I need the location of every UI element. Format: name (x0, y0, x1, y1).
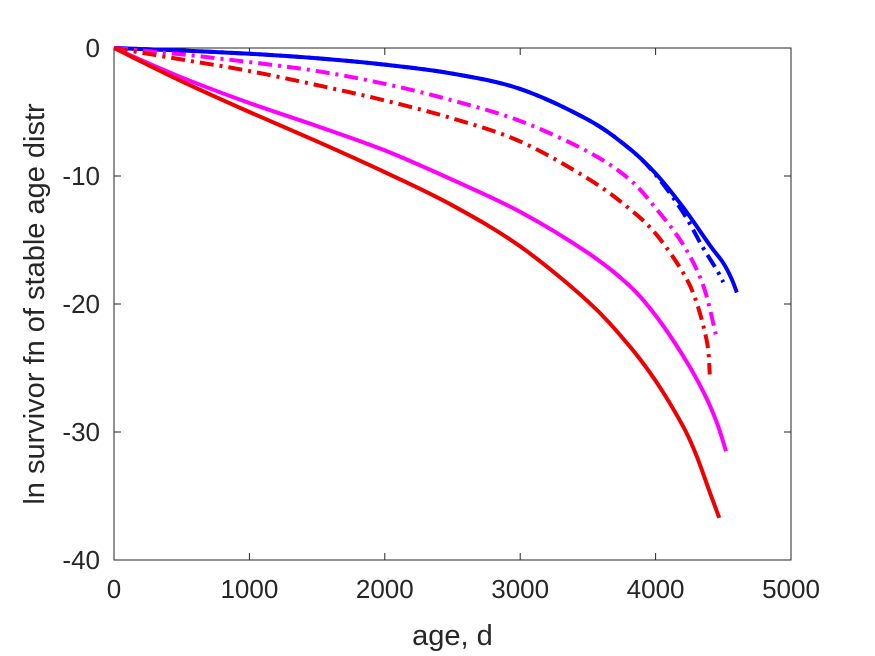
y-axis-label: ln survivor fn of stable age distr (19, 103, 51, 505)
series-line-2-dashdot (113, 46, 726, 284)
series-line-6-solid (113, 46, 722, 519)
series-line-3-dashdot (113, 46, 719, 338)
x-tick-label: 2000 (356, 574, 414, 604)
axes-layer (113, 47, 792, 561)
x-tick-label: 0 (107, 574, 121, 604)
y-tick-label: 0 (86, 33, 100, 63)
series-line-4-dashdot (113, 46, 712, 375)
series-layer (113, 46, 739, 519)
x-tick-label: 4000 (627, 574, 685, 604)
x-tick-label: 1000 (220, 574, 278, 604)
y-tick-label: -40 (62, 545, 100, 575)
x-tick-label: 5000 (762, 574, 820, 604)
series-line-1-solid (113, 46, 739, 294)
y-tick-label: -30 (62, 417, 100, 447)
series-line-5-solid (113, 46, 728, 452)
x-tick-label: 3000 (491, 574, 549, 604)
y-tick-label: -20 (62, 289, 100, 319)
tick-label-layer: 0 1000 2000 3000 4000 5000 0 -10 -20 -30 -40 (62, 33, 820, 604)
plot-area-box (113, 47, 792, 561)
y-tick-label: -10 (62, 161, 100, 191)
x-axis-label: age, d (412, 620, 493, 652)
